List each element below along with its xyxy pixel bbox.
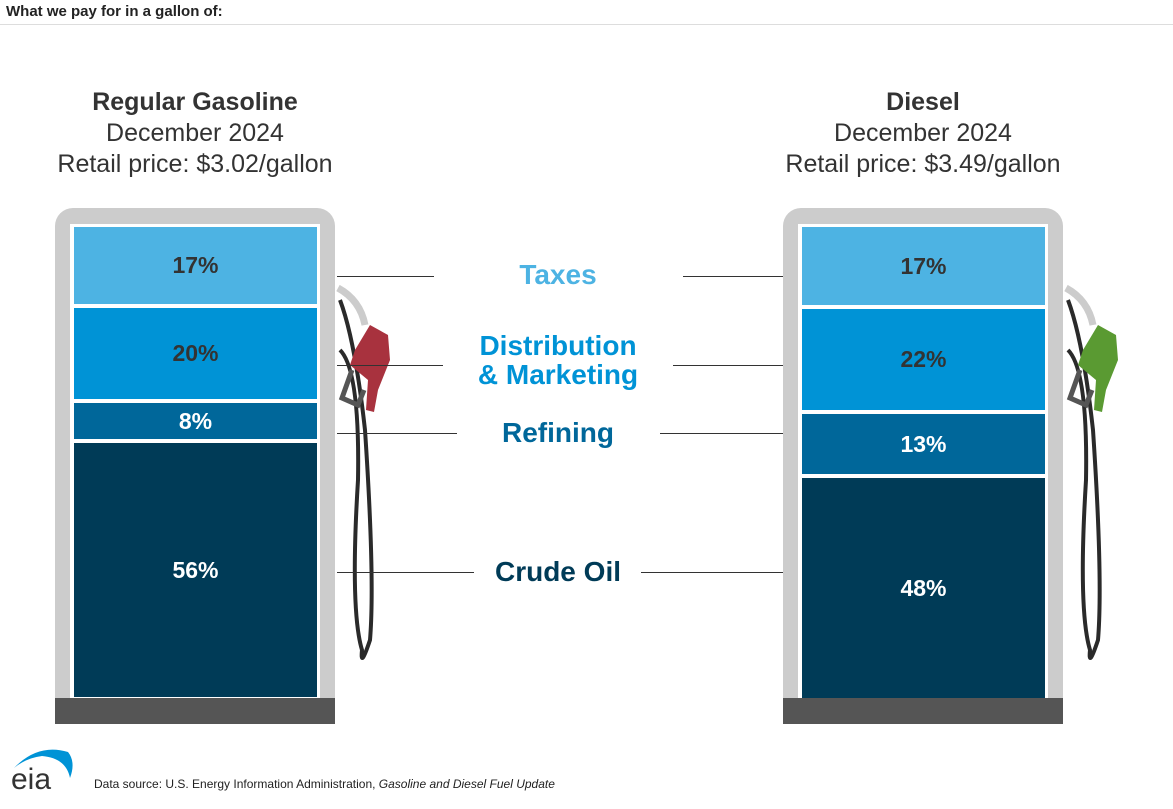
eia-logo: eia (11, 749, 73, 796)
refining-line-left (337, 433, 457, 434)
gasoline-name: Regular Gasoline (92, 88, 298, 116)
label-distribution: Distribution & Marketing (408, 331, 708, 389)
segment-label-crude-oil: 48% (900, 574, 947, 601)
label-distribution-line1: Distribution (479, 330, 637, 361)
segment-crude-oil: 48% (802, 478, 1045, 698)
header-divider (0, 24, 1173, 25)
header-title: What we pay for in a gallon of: (6, 3, 223, 20)
diesel-nozzle-body (1078, 325, 1118, 412)
label-refining: Refining (502, 417, 614, 448)
gasoline-title: Regular Gasoline December 2024 Retail pr… (0, 87, 395, 180)
crude-line-left (337, 572, 474, 573)
segment-distribution: 20% (74, 308, 317, 399)
segment-label-refining: 13% (900, 430, 947, 457)
gasoline-nozzle-icon (336, 284, 390, 660)
label-taxes: Taxes (519, 259, 597, 290)
segment-refining: 13% (802, 414, 1045, 474)
segment-label-crude-oil: 56% (172, 556, 219, 583)
diesel-period: December 2024 (834, 119, 1012, 147)
diesel-nozzle-icon (1064, 284, 1118, 660)
segment-taxes: 17% (74, 227, 317, 304)
label-crude-oil: Crude Oil (494, 556, 621, 587)
segment-crude-oil: 56% (74, 443, 317, 697)
diesel-pump: 17% 22% 13% 48% (783, 208, 1063, 698)
segment-label-distribution: 20% (172, 340, 219, 366)
segment-distribution: 22% (802, 309, 1045, 410)
crude-line-right (641, 572, 783, 573)
gasoline-nozzle-body (350, 325, 390, 412)
diesel-name: Diesel (886, 88, 960, 116)
taxes-line-right (683, 276, 783, 277)
segment-label-taxes: 17% (172, 252, 219, 278)
data-source-prefix: Data source: U.S. Energy Information Adm… (94, 777, 379, 791)
diesel-title: Diesel December 2024 Retail price: $3.49… (723, 87, 1123, 180)
gasoline-price: Retail price: $3.02/gallon (57, 150, 333, 178)
segment-refining: 8% (74, 403, 317, 439)
gasoline-period: December 2024 (106, 119, 284, 147)
data-source: Data source: U.S. Energy Information Adm… (94, 777, 555, 791)
gasoline-bar: 17% 20% 8% 56% (70, 224, 320, 698)
segment-label-refining: 8% (178, 407, 213, 434)
gasoline-pump: 17% 20% 8% 56% (55, 208, 335, 698)
distribution-line-right (673, 365, 783, 366)
diesel-price: Retail price: $3.49/gallon (785, 150, 1061, 178)
gasoline-pump-base (55, 698, 335, 724)
svg-text:eia: eia (11, 763, 51, 796)
segment-label-distribution: 22% (900, 346, 947, 372)
data-source-title: Gasoline and Diesel Fuel Update (378, 777, 555, 791)
label-distribution-line2: & Marketing (477, 359, 639, 390)
segment-label-taxes: 17% (900, 252, 947, 279)
diesel-pump-base (783, 698, 1063, 724)
segment-taxes: 17% (802, 227, 1045, 305)
refining-line-right (660, 433, 783, 434)
distribution-line-left (337, 365, 443, 366)
taxes-line-left (337, 276, 434, 277)
diesel-bar: 17% 22% 13% 48% (798, 224, 1048, 698)
